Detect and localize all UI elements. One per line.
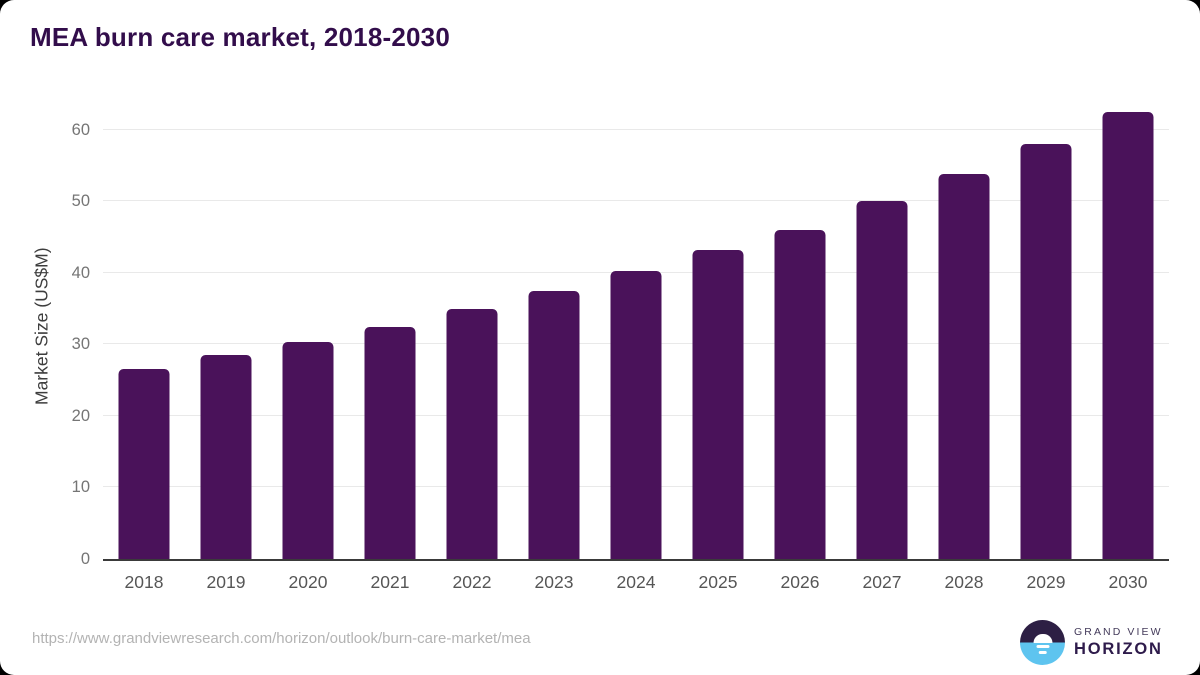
bar-slot-2030: 2030 <box>1087 94 1169 592</box>
bar-2019 <box>200 355 252 559</box>
x-tick-label-2023: 2023 <box>534 572 574 592</box>
bar-2024 <box>610 270 662 559</box>
y-tick-label-30: 30 <box>71 335 90 354</box>
bar-2028 <box>938 174 990 559</box>
brand-logo: GRAND VIEW HORIZON <box>1020 620 1163 665</box>
logo-horizon-label: HORIZON <box>1074 640 1163 658</box>
x-tick-label-2026: 2026 <box>780 572 820 592</box>
plot-area: 0 10 20 30 40 50 60 2018 2019 2020 2021 2022 2023 20… <box>72 94 1169 592</box>
bar-slot-2021: 2021 <box>349 94 431 592</box>
bar-2020 <box>282 342 334 559</box>
x-tick-label-2024: 2024 <box>616 572 656 592</box>
y-tick-label-50: 50 <box>71 192 90 211</box>
bar-slot-2027: 2027 <box>841 94 923 592</box>
y-tick-label-20: 20 <box>71 406 90 425</box>
bar-slot-2020: 2020 <box>267 94 349 592</box>
bar-slot-2024: 2024 <box>595 94 677 592</box>
bar-2027 <box>856 201 908 559</box>
x-tick-label-2029: 2029 <box>1026 572 1066 592</box>
bar-slot-2023: 2023 <box>513 94 595 592</box>
x-tick-label-2028: 2028 <box>944 572 984 592</box>
bar-2026 <box>774 229 826 559</box>
y-tick-label-0: 0 <box>80 550 90 568</box>
horizon-reflection-stripe-icon <box>1038 650 1047 654</box>
x-tick-label-2020: 2020 <box>288 572 328 592</box>
chart-title: MEA burn care market, 2018-2030 <box>30 22 451 52</box>
x-tick-label-2019: 2019 <box>206 572 246 592</box>
logo-text: GRAND VIEW HORIZON <box>1074 626 1163 659</box>
x-tick-label-2025: 2025 <box>698 572 738 592</box>
bar-slot-2029: 2029 <box>1005 94 1087 592</box>
bar-2021 <box>364 326 416 559</box>
source-url: https://www.grandviewresearch.com/horizo… <box>32 630 531 647</box>
gridline-50 <box>103 200 1169 202</box>
bar-series: 2018 2019 2020 2021 2022 2023 2024 2025 2026 2027… <box>103 94 1169 592</box>
horizon-sun-icon <box>1033 633 1052 643</box>
horizon-reflection-stripe-icon <box>1036 645 1049 648</box>
bar-slot-2028: 2028 <box>923 94 1005 592</box>
bar-2022 <box>446 308 498 559</box>
bar-2030 <box>1102 111 1154 559</box>
bar-2023 <box>528 291 580 559</box>
logo-grand-view-label: GRAND VIEW <box>1074 626 1163 638</box>
y-tick-label-10: 10 <box>71 478 90 497</box>
gridline-60 <box>103 128 1169 130</box>
bar-slot-2025: 2025 <box>677 94 759 592</box>
x-tick-label-2027: 2027 <box>862 572 902 592</box>
y-tick-label-40: 40 <box>71 263 90 282</box>
bar-2025 <box>692 249 744 559</box>
x-tick-label-2022: 2022 <box>452 572 492 592</box>
bar-slot-2018: 2018 <box>103 94 185 592</box>
x-tick-label-2030: 2030 <box>1108 572 1148 592</box>
y-axis-ticks: 0 10 20 30 40 50 60 <box>50 94 90 568</box>
bar-slot-2026: 2026 <box>759 94 841 592</box>
bar-slot-2019: 2019 <box>185 94 267 592</box>
x-tick-label-2018: 2018 <box>124 572 164 592</box>
bar-slot-2022: 2022 <box>431 94 513 592</box>
x-tick-label-2021: 2021 <box>370 572 410 592</box>
bar-2018 <box>118 369 170 559</box>
grand-view-horizon-logo-icon <box>1020 620 1065 665</box>
y-tick-label-60: 60 <box>71 120 90 139</box>
bar-2029 <box>1020 144 1072 559</box>
